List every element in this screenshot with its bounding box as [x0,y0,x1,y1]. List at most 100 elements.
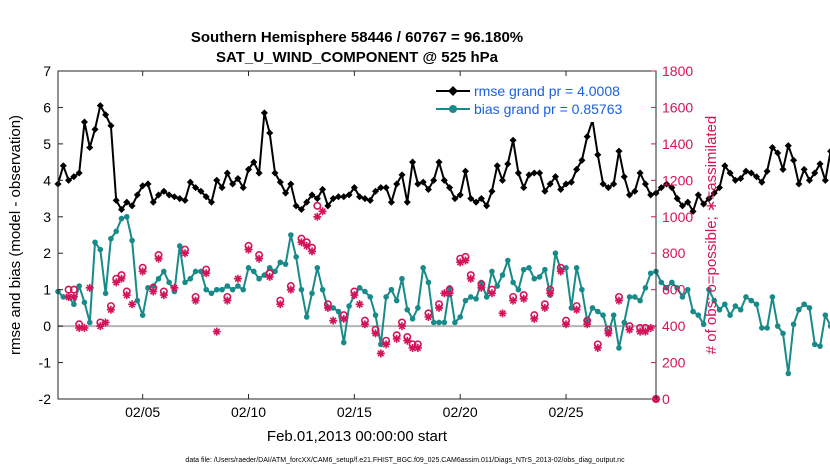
data-file-footer: data file: /Users/raeder/DAI/ATM_forcXX/… [185,457,625,464]
rmse-point [827,147,830,155]
obs-assimilated-marker [212,327,221,336]
rmse-point [567,178,575,186]
bias-point [542,266,548,273]
x-tick-label: 02/15 [337,404,372,420]
bias-point [76,283,82,289]
y2-tick-label: 1800 [662,63,693,79]
obs-assimilated-marker [323,303,332,312]
bias-point [166,279,172,286]
legend-bias-label: bias grand pr = 0.85763 [474,101,622,117]
rmse-point [218,184,226,192]
obs-assimilated-marker [112,278,121,287]
plot-area [58,71,656,399]
obs-assimilated-marker [69,292,78,301]
bias-point [182,279,188,286]
rmse-point [435,158,443,166]
y-axis-left: -2 -1 0 1 2 3 4 5 6 7 [39,63,63,407]
bias-point [92,239,98,246]
bias-point [113,228,120,235]
plot-frame [57,70,657,400]
bias-point [806,305,813,311]
bias-point [515,286,522,293]
rmse-point [625,191,634,199]
rmse-point [536,169,544,177]
obs-assimilated-marker [424,313,433,321]
bias-point [245,265,252,271]
bias-point [71,301,77,308]
obs-assimilated-marker [223,296,232,305]
obs-assimilated-marker [641,327,650,336]
bias-point [801,301,807,308]
bias-point [97,246,104,253]
obs-assimilated-marker [80,323,89,332]
obs-assimilated-marker [498,309,507,318]
obs-possible-marker [69,285,78,294]
y-tick-label: 3 [43,209,51,225]
rmse-point [319,185,327,193]
bias-point [452,319,458,326]
obs-assimilated-marker [371,329,380,338]
rmse-point [599,180,607,188]
rmse-point [578,156,586,164]
y2-tick-label: 1600 [662,99,693,115]
obs-assimilated-marker [96,322,105,331]
x-axis-label: Feb.01,2013 00:00:00 start [267,428,448,445]
rmse-point [811,169,819,177]
y2-axis-label: # of obs: o=possible; ∗=assimilated [703,116,720,355]
obs-assimilated-marker [339,314,348,323]
bias-point [679,294,686,300]
bias-point [155,275,162,282]
y2-tick-label: 1400 [662,136,693,152]
bias-point [573,265,580,271]
bias-point [732,303,739,309]
rmse-point [345,191,353,199]
bias-point [642,285,649,291]
bias-point [118,215,125,222]
obs-assimilated-marker [170,283,179,292]
obs-assimilated-marker [456,258,465,267]
y2-tick-label: 1000 [662,209,693,225]
obs-count-layer [64,201,660,403]
bias-point [134,297,141,304]
bias-point [425,279,432,286]
rmse-point [747,169,755,177]
obs-assimilated-marker [117,274,126,283]
obs-assimilated-marker [106,305,115,314]
obs-assimilated-marker [413,343,422,352]
bias-point [669,279,675,286]
obs-assimilated-marker [149,287,158,296]
bias-point [552,250,559,257]
rmse-point [456,191,464,199]
bias-point [430,319,437,326]
bias-point [690,308,696,315]
bias-point [362,288,368,295]
bias-point [335,308,342,315]
rmse-point [234,174,242,183]
obs-assimilated-marker [403,336,412,345]
rmse-point [551,173,560,181]
rmse-point [398,171,406,179]
bias-point [743,294,749,300]
bias-point [309,290,315,297]
bias-point [409,316,416,322]
bias-point [399,275,405,282]
rmse-point [170,193,178,201]
bias-point [526,265,532,271]
rmse-point [70,173,78,181]
bias-point [817,343,823,349]
rmse-point [689,207,697,215]
rmse-point [493,162,501,170]
bias-point [822,312,829,318]
bias-point [81,299,88,306]
rmse-point [144,180,152,188]
rmse-point [641,180,649,188]
obs-assimilated-marker [636,327,645,336]
rmse-point [282,189,290,197]
bias-point [563,265,569,271]
rmse-point [768,144,776,152]
obs-assimilated-marker [302,241,311,250]
rmse-point [266,129,274,137]
bias-point [462,297,469,304]
rmse-point [160,187,168,195]
bias-point [383,294,389,300]
